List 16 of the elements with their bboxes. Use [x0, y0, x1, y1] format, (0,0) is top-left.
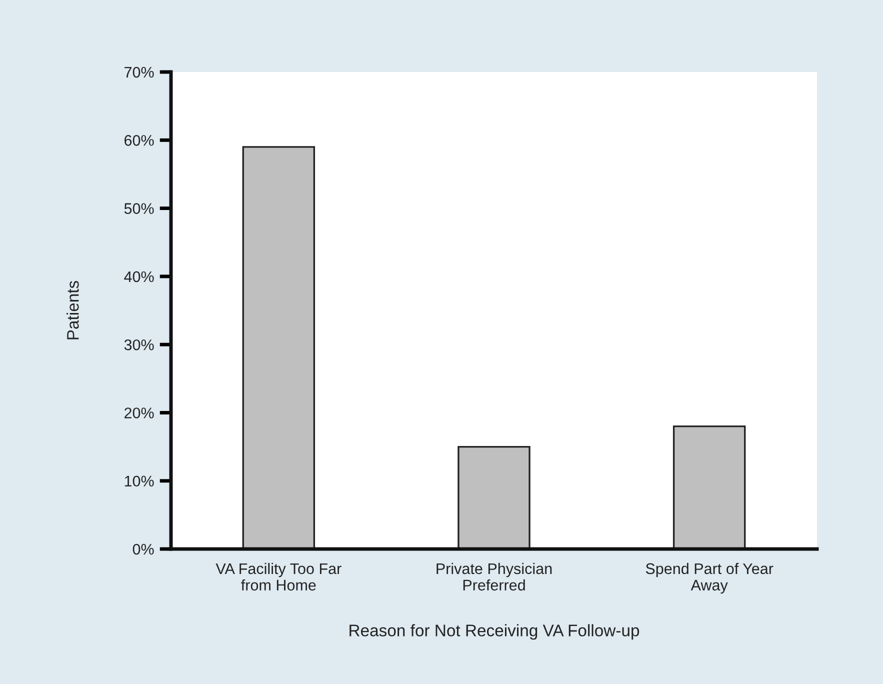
- bar: [458, 446, 530, 549]
- y-tick-label: 70%: [124, 66, 154, 78]
- y-tick-label: 20%: [124, 408, 154, 418]
- y-tick-label: 40%: [124, 271, 154, 282]
- bar: [242, 146, 316, 549]
- y-tick-label: 30%: [124, 339, 154, 350]
- x-tick-label: Private Physician Preferred: [436, 562, 552, 591]
- x-tick-label: VA Facility Too Far from Home: [216, 562, 342, 591]
- x-axis-title: Reason for Not Receiving VA Follow-up: [350, 624, 640, 640]
- y-tick-label: 50%: [124, 203, 154, 214]
- y-axis-title: Patients: [66, 280, 79, 340]
- y-tick-label: 60%: [124, 135, 154, 146]
- y-tick-label: 10%: [124, 476, 154, 487]
- y-tick-label: 0%: [132, 544, 154, 555]
- x-tick-label: Spend Part of Year Away: [646, 562, 774, 594]
- bar: [672, 426, 746, 549]
